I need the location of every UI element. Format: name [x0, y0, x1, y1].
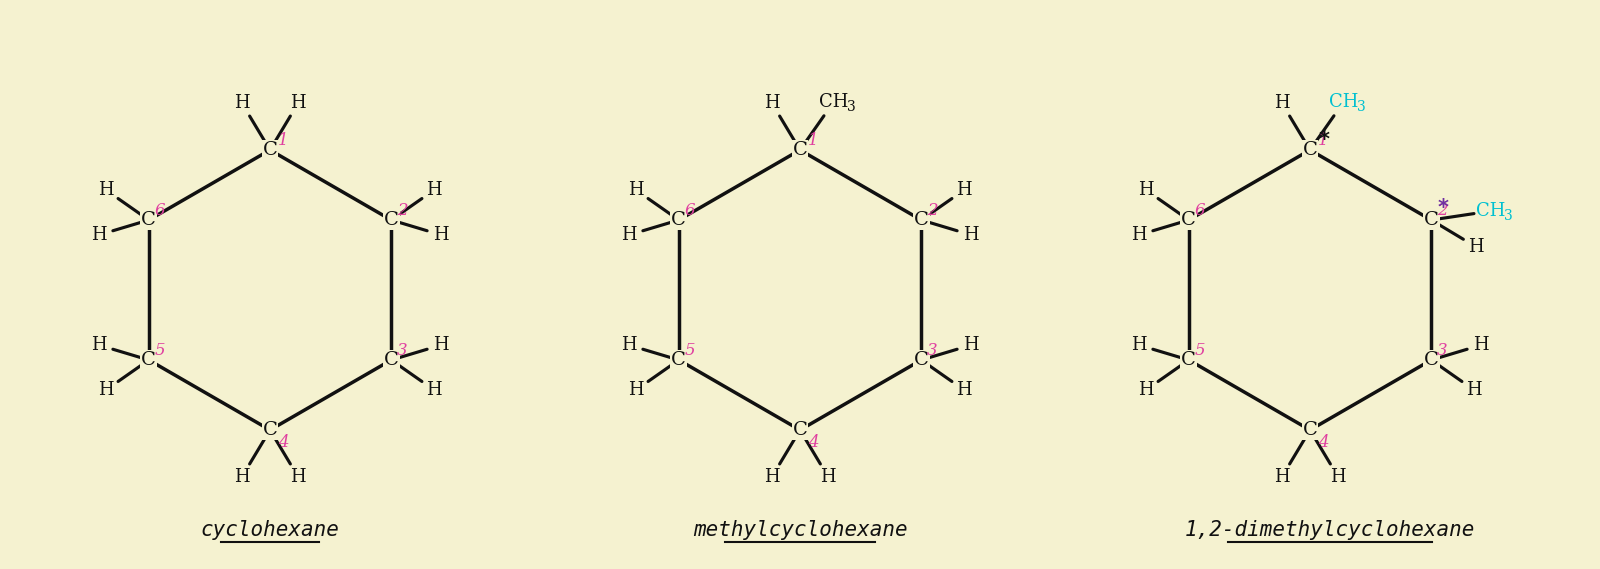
Text: C: C — [672, 211, 686, 229]
Text: 4: 4 — [808, 434, 819, 451]
Text: CH: CH — [1475, 202, 1506, 220]
Text: C: C — [1302, 141, 1317, 159]
Text: 6: 6 — [1195, 202, 1205, 219]
Text: H: H — [1274, 468, 1290, 486]
Text: H: H — [1469, 238, 1483, 255]
Text: *: * — [1438, 198, 1448, 218]
Text: C: C — [262, 141, 277, 159]
Text: H: H — [291, 468, 306, 486]
Text: 2: 2 — [397, 202, 408, 219]
Text: H: H — [291, 94, 306, 112]
Text: C: C — [792, 421, 808, 439]
Text: H: H — [1138, 381, 1154, 399]
Text: C: C — [1424, 211, 1438, 229]
Text: 1: 1 — [1318, 132, 1328, 149]
Text: H: H — [1331, 468, 1346, 486]
Text: H: H — [763, 468, 779, 486]
Text: H: H — [434, 336, 450, 354]
Text: H: H — [91, 226, 107, 244]
Text: H: H — [91, 336, 107, 354]
Text: H: H — [98, 181, 114, 199]
Text: H: H — [957, 381, 971, 399]
Text: 3: 3 — [928, 342, 938, 359]
Text: 5: 5 — [685, 342, 696, 359]
Text: H: H — [621, 226, 637, 244]
Text: H: H — [957, 181, 971, 199]
Text: H: H — [234, 468, 250, 486]
Text: H: H — [426, 381, 442, 399]
Text: C: C — [914, 351, 928, 369]
Text: 3: 3 — [397, 342, 408, 359]
Text: C: C — [672, 351, 686, 369]
Text: 5: 5 — [1195, 342, 1205, 359]
Text: C: C — [914, 211, 928, 229]
Text: H: H — [98, 381, 114, 399]
Text: 4: 4 — [278, 434, 288, 451]
Text: 3: 3 — [846, 101, 856, 114]
Text: H: H — [963, 336, 979, 354]
Text: C: C — [384, 211, 398, 229]
Text: C: C — [1181, 211, 1197, 229]
Text: C: C — [262, 421, 277, 439]
Text: H: H — [1131, 336, 1147, 354]
Text: *: * — [1318, 130, 1330, 150]
Text: H: H — [1466, 381, 1482, 399]
Text: H: H — [1474, 336, 1490, 354]
Text: 3: 3 — [1437, 342, 1448, 359]
Text: H: H — [426, 181, 442, 199]
Text: cyclohexane: cyclohexane — [200, 520, 339, 540]
Text: 3: 3 — [1504, 209, 1514, 223]
Text: H: H — [629, 381, 643, 399]
Text: H: H — [629, 181, 643, 199]
Text: H: H — [763, 94, 779, 112]
Text: H: H — [963, 226, 979, 244]
Text: 6: 6 — [155, 202, 165, 219]
Text: 1,2-dimethylcyclohexane: 1,2-dimethylcyclohexane — [1186, 520, 1475, 540]
Text: H: H — [821, 468, 837, 486]
Text: 2: 2 — [928, 202, 938, 219]
Text: H: H — [1138, 181, 1154, 199]
Text: 2: 2 — [1437, 202, 1448, 219]
Text: methylcyclohexane: methylcyclohexane — [693, 520, 907, 540]
Text: C: C — [1424, 351, 1438, 369]
Text: 6: 6 — [685, 202, 696, 219]
Text: H: H — [621, 336, 637, 354]
Text: H: H — [434, 226, 450, 244]
Text: 4: 4 — [1318, 434, 1328, 451]
Text: CH: CH — [1328, 93, 1358, 112]
Text: H: H — [1274, 94, 1290, 112]
Text: C: C — [141, 211, 157, 229]
Text: C: C — [384, 351, 398, 369]
Text: 1: 1 — [278, 132, 288, 149]
Text: H: H — [1131, 226, 1147, 244]
Text: C: C — [1302, 421, 1317, 439]
Text: C: C — [792, 141, 808, 159]
Text: 3: 3 — [1357, 101, 1366, 114]
Text: C: C — [1181, 351, 1197, 369]
Text: CH: CH — [819, 93, 848, 112]
Text: 5: 5 — [155, 342, 165, 359]
Text: C: C — [141, 351, 157, 369]
Text: H: H — [234, 94, 250, 112]
Text: 1: 1 — [808, 132, 819, 149]
